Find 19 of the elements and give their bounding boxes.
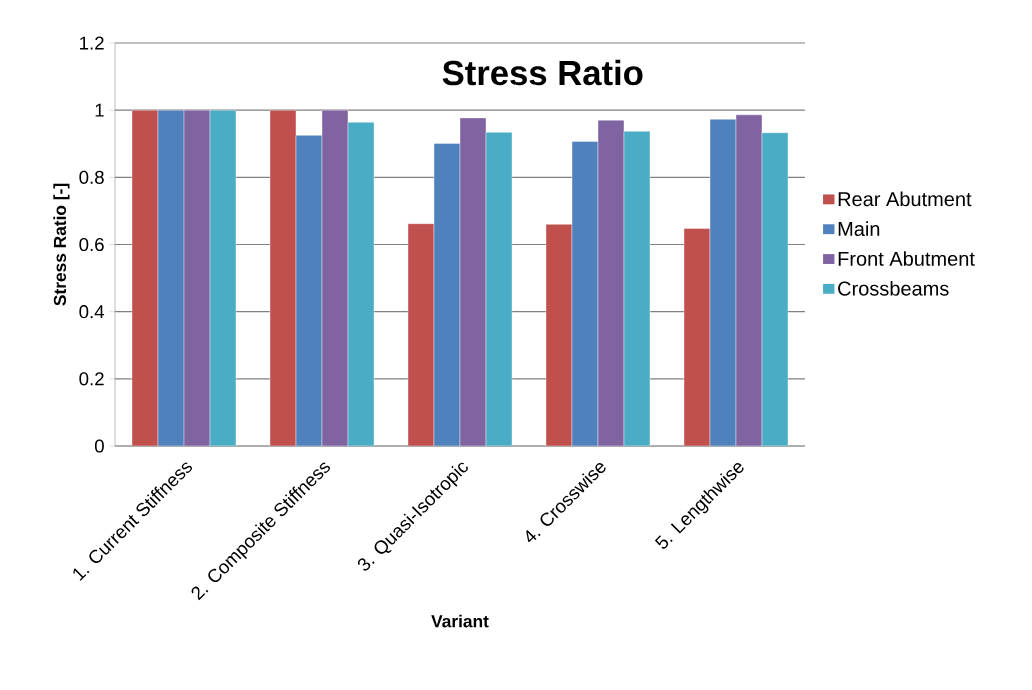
bar	[157, 109, 185, 446]
legend-label: Front Abutment	[838, 251, 975, 266]
legend-label: Crossbeams	[838, 280, 949, 296]
bar	[433, 143, 461, 446]
chart-title: Stress Ratio	[442, 59, 643, 86]
bar	[571, 141, 599, 446]
y-tick-label: 0.2	[79, 372, 104, 386]
x-axis-title: Variant	[431, 614, 489, 628]
legend-label: Main	[838, 221, 880, 237]
bar	[709, 119, 737, 446]
y-tick-label: 0	[94, 439, 104, 453]
y-axis-title: Stress Ratio [-]	[53, 183, 70, 306]
y-tick-label: 1	[95, 103, 104, 117]
legend-label: Rear Abutment	[838, 191, 972, 207]
y-tick-label: 0.8	[79, 170, 104, 184]
y-tick-label: 0.4	[79, 305, 105, 319]
y-tick-label: 1.2	[80, 36, 104, 50]
bar	[295, 135, 323, 446]
y-tick-label: 0.6	[79, 237, 104, 252]
